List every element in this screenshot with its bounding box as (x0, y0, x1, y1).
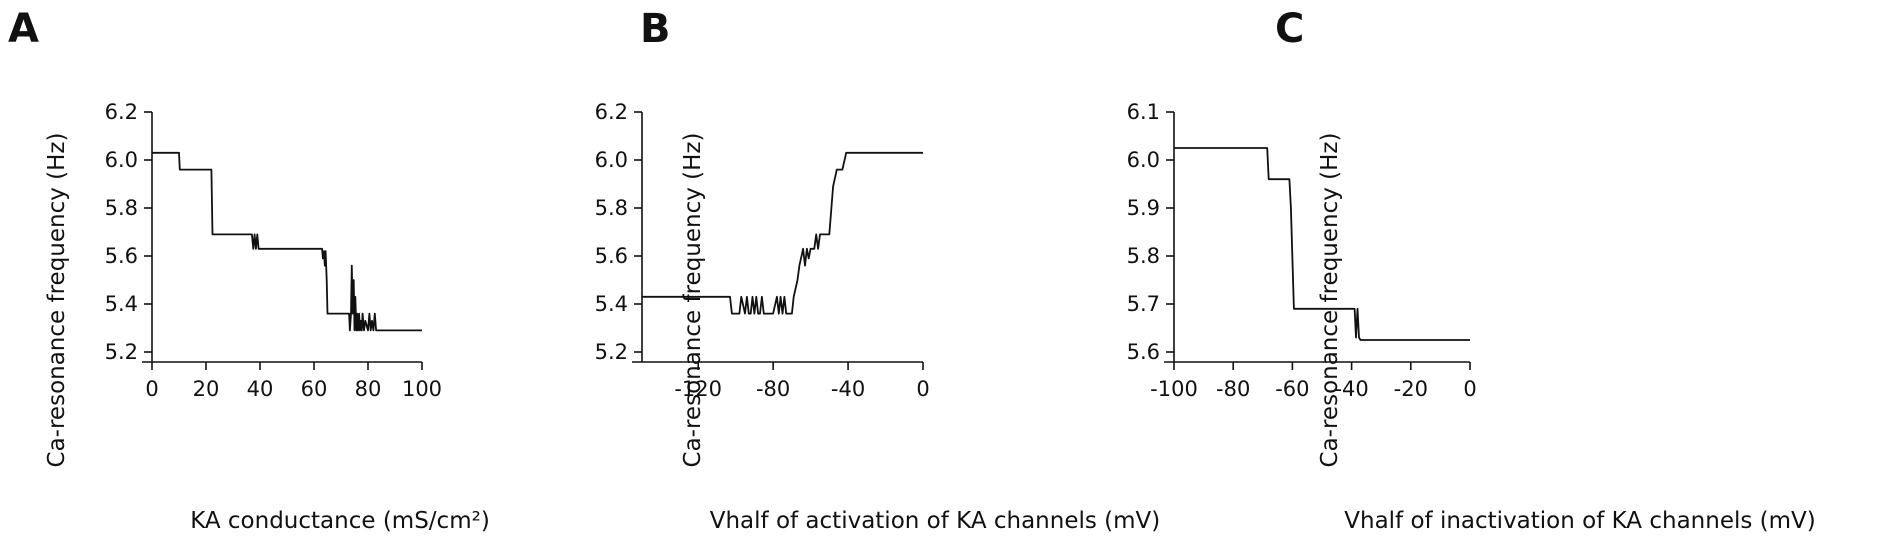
panel-a-series-line (152, 151, 422, 332)
panel-b-xtick-label: -120 (674, 377, 722, 401)
panel-b-xtick-label: -40 (831, 377, 865, 401)
panel-c-ytick-label: 5.8 (1127, 244, 1160, 268)
panel-c-axes: 5.6 5.7 5.8 5.9 6.0 6.1 -100 -80 -60 -40 -20 0 (1127, 100, 1477, 401)
panel-a-ytick-label: 5.2 (105, 340, 138, 364)
panel-letter-c: C (1275, 6, 1304, 52)
panel-b: B Ca-resonance frequency (Hz) Vhalf of a… (595, 6, 1161, 534)
panel-b-axes: 5.2 5.4 5.6 5.8 6.0 6.2 -120 -80 -40 0 (595, 100, 930, 401)
panel-b-ytick-label: 5.4 (595, 292, 628, 316)
panel-c: C Ca-resonance frequency (Hz) Vhalf of i… (1127, 6, 1816, 534)
panel-b-xtick-label: 0 (916, 377, 929, 401)
panel-b-xlabel: Vhalf of activation of KA channels (mV) (710, 508, 1161, 534)
panel-a-ytick-label: 6.0 (105, 148, 138, 172)
panel-c-xtick-label: -80 (1216, 377, 1250, 401)
panel-a-xtick-label: 40 (247, 377, 274, 401)
panel-b-xtick-label: -80 (756, 377, 790, 401)
panel-a-ytick-label: 5.4 (105, 292, 138, 316)
panel-a-xlabel: KA conductance (mS/cm²) (190, 508, 490, 534)
panel-c-xtick-label: -100 (1150, 377, 1198, 401)
panel-a-axes: 5.2 5.4 5.6 5.8 6.0 6.2 0 20 40 60 80 100 (105, 100, 442, 401)
panel-letter-a: A (8, 6, 39, 52)
panel-c-ylabel: Ca-resonance frequency (Hz) (1317, 133, 1343, 468)
panel-c-xlabel: Vhalf of inactivation of KA channels (mV… (1344, 508, 1815, 534)
panel-a-ytick-label: 6.2 (105, 100, 138, 124)
panel-c-series-line (1174, 147, 1470, 341)
panel-b-ytick-label: 5.8 (595, 196, 628, 220)
panel-b-ytick-label: 6.2 (595, 100, 628, 124)
panel-b-ytick-label: 5.6 (595, 244, 628, 268)
panel-b-ylabel: Ca-resonance frequency (Hz) (680, 133, 706, 468)
panel-letter-b: B (640, 6, 671, 52)
panel-a-xtick-label: 20 (193, 377, 220, 401)
panel-a: A Ca-resonance frequency (Hz) KA conduct… (8, 6, 490, 534)
panel-c-xtick-label: 0 (1463, 377, 1476, 401)
panel-b-series-line (642, 151, 923, 315)
panel-c-ytick-label: 5.7 (1127, 292, 1160, 316)
panel-a-ytick-label: 5.6 (105, 244, 138, 268)
panel-a-ytick-label: 5.8 (105, 196, 138, 220)
panel-c-ytick-label: 5.6 (1127, 340, 1160, 364)
panel-c-ytick-label: 6.1 (1127, 100, 1160, 124)
panel-b-ytick-label: 5.2 (595, 340, 628, 364)
panel-c-xtick-label: -20 (1394, 377, 1428, 401)
panel-c-ytick-label: 5.9 (1127, 196, 1160, 220)
panel-c-xtick-label: -40 (1334, 377, 1368, 401)
panel-a-ylabel: Ca-resonance frequency (Hz) (44, 133, 70, 468)
panel-c-ytick-label: 6.0 (1127, 148, 1160, 172)
panel-a-xtick-label: 80 (355, 377, 382, 401)
panel-b-ytick-label: 6.0 (595, 148, 628, 172)
panel-a-xtick-label: 0 (145, 377, 158, 401)
panel-a-xtick-label: 100 (402, 377, 442, 401)
panel-a-xtick-label: 60 (301, 377, 328, 401)
panel-c-xtick-label: -60 (1275, 377, 1309, 401)
